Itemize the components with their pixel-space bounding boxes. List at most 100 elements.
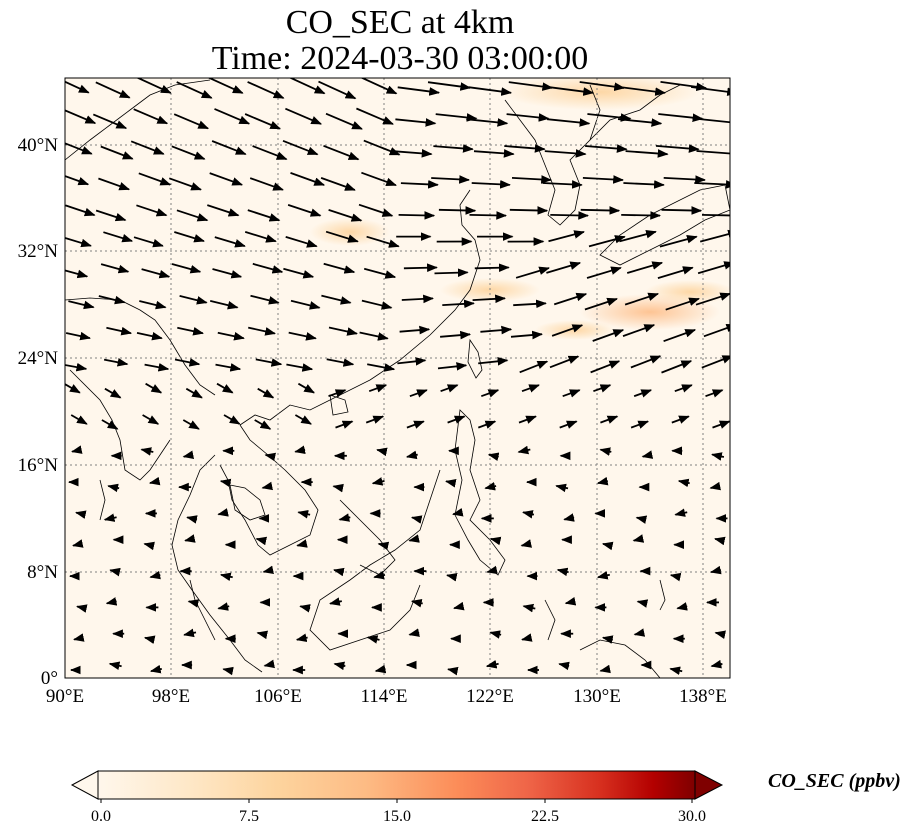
wind-arrow [601, 541, 614, 551]
lat-tick-label: 40°N [18, 135, 59, 156]
wind-arrow [630, 420, 650, 429]
wind-arrow [288, 331, 317, 341]
lon-tick-label: 106°E [254, 686, 302, 707]
wind-arrow [562, 389, 581, 398]
wind-arrow [489, 630, 502, 639]
wind-arrow [556, 567, 569, 577]
lat-tick-label: 24°N [18, 348, 59, 369]
wind-arrow [217, 602, 230, 611]
wind-arrow [446, 573, 458, 582]
wind-arrow [285, 236, 318, 248]
wind-arrow [361, 171, 397, 187]
wind-arrow [511, 175, 552, 184]
wind-arrow [136, 78, 172, 94]
wind-arrow [624, 292, 660, 306]
wind-arrow [674, 508, 688, 517]
wind-arrow [551, 324, 584, 337]
wind-arrow [410, 515, 423, 524]
wind-arrow [484, 482, 497, 491]
wind-arrow [179, 295, 208, 305]
wind-arrow [254, 419, 272, 430]
wind-arrow [619, 230, 657, 243]
wind-arrow [333, 661, 346, 671]
colorbar: 0.0 7.5 15.0 22.5 30.0 [70, 770, 724, 825]
wind-arrow [185, 387, 203, 399]
wind-arrow [474, 263, 510, 273]
wind-arrow [182, 450, 195, 459]
wind-arrow [694, 180, 730, 189]
wind-arrow [136, 204, 168, 217]
wind-arrow [472, 294, 506, 304]
wind-arrow [216, 382, 234, 394]
wind-arrow [257, 387, 275, 399]
wind-arrow [100, 263, 130, 274]
wind-arrow [409, 389, 428, 398]
wind-arrow [65, 109, 97, 125]
wind-arrow [659, 234, 698, 248]
wind-arrow [669, 572, 682, 582]
wind-arrow [333, 567, 345, 577]
wind-arrow [65, 331, 91, 341]
wind-arrow [431, 175, 470, 184]
wind-arrow [521, 633, 533, 642]
wind-arrow [65, 362, 88, 372]
lon-tick-label: 130°E [573, 686, 621, 707]
wind-arrow [635, 515, 648, 524]
wind-arrow [211, 140, 247, 156]
wind-arrow [549, 355, 580, 369]
colorbar-tick: 22.5 [531, 808, 559, 825]
wind-arrow [665, 297, 700, 311]
wind-arrow [263, 659, 275, 669]
wind-arrow [620, 86, 666, 96]
wind-arrow [318, 80, 357, 100]
wind-arrow [671, 415, 690, 424]
wind-arrow [65, 80, 90, 94]
wind-arrow [517, 445, 531, 455]
wind-arrow [599, 447, 612, 456]
wind-arrow [149, 570, 161, 580]
wind-arrow [299, 604, 311, 613]
wind-arrow [690, 86, 730, 97]
wind-arrow [621, 211, 662, 220]
wind-arrow [374, 664, 387, 674]
wind-arrow [442, 299, 475, 309]
wind-arrow [377, 541, 390, 551]
wind-arrow [366, 635, 380, 644]
wind-arrow [371, 477, 385, 486]
wind-arrow [513, 299, 547, 309]
wind-arrow [485, 660, 499, 669]
wind-arrow [282, 139, 319, 156]
wind-arrow [264, 452, 276, 462]
wind-arrow [695, 292, 730, 306]
wind-arrow [328, 209, 363, 222]
wind-arrow [247, 209, 281, 222]
wind-arrow [641, 450, 654, 459]
wind-arrow [285, 107, 322, 125]
lon-tick-label: 122°E [466, 686, 514, 707]
co-plume [500, 78, 700, 110]
wind-arrow [250, 294, 280, 305]
wind-arrow [76, 604, 88, 613]
wind-arrow [139, 300, 167, 310]
wind-arrow [320, 177, 356, 191]
co-plume [310, 218, 390, 246]
wind-arrow [294, 414, 312, 425]
wind-arrow [447, 666, 459, 676]
wind-arrow [712, 420, 730, 429]
wind-arrow [214, 108, 251, 125]
wind-arrow [142, 414, 160, 425]
wind-arrow [487, 452, 500, 461]
wind-arrow [286, 363, 314, 372]
wind-arrow [103, 358, 129, 367]
wind-arrow [703, 324, 730, 338]
colorbar-tick: 7.5 [239, 808, 259, 825]
map-frame [64, 77, 731, 679]
wind-arrow [630, 355, 662, 369]
wind-arrow [72, 539, 84, 548]
wind-arrow [92, 113, 128, 130]
lat-tick-label: 32°N [18, 241, 59, 262]
wind-arrow [587, 113, 632, 122]
wind-arrow [219, 478, 232, 488]
wind-arrow [359, 331, 389, 341]
